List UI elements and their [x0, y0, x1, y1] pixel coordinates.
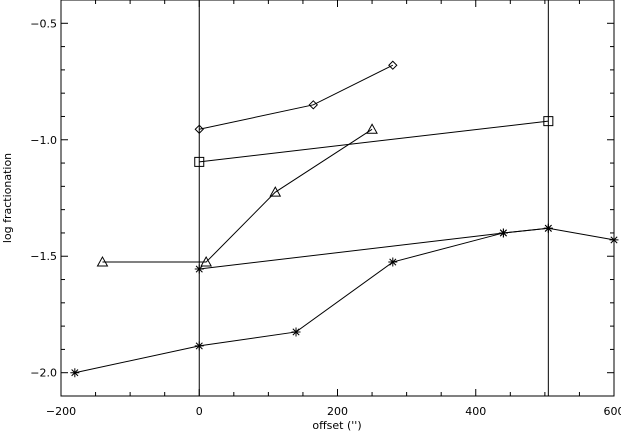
asterisk-marker: [498, 228, 508, 238]
series-line: [74, 227, 549, 374]
y-axis-title: log fractionation: [1, 153, 14, 243]
series-line: [199, 64, 394, 130]
square-marker: [543, 116, 554, 127]
asterisk-marker: [388, 257, 398, 267]
diamond-marker: [388, 60, 398, 70]
vertical-reference-lines: [198, 0, 549, 396]
diamond-marker: [308, 100, 319, 110]
asterisk-marker: [194, 264, 204, 274]
series-asterisk: [194, 223, 619, 274]
x-tick-label: 400: [465, 405, 486, 418]
triangle-marker: [96, 256, 109, 267]
asterisk-marker: [70, 368, 80, 378]
series-line: [199, 120, 549, 163]
triangle-marker: [200, 256, 213, 267]
x-tick-label: 200: [327, 405, 348, 418]
asterisk-marker: [291, 327, 301, 337]
y-tick-label: −1.5: [30, 250, 57, 263]
y-tick-label: −1.0: [30, 134, 57, 147]
asterisk-marker: [543, 223, 553, 233]
series-triangle: [96, 123, 378, 267]
square-marker: [194, 156, 205, 167]
series-diamond: [194, 60, 398, 134]
plot-frame: [60, 0, 615, 397]
x-tick-label: −200: [46, 405, 76, 418]
x-tick-label: 600: [604, 405, 621, 418]
y-tick-label: −0.5: [30, 17, 57, 30]
x-axis: −200 0 200 400 600: [46, 0, 621, 418]
series-asterisk: [70, 223, 553, 378]
series-line: [102, 128, 373, 263]
triangle-marker: [269, 186, 282, 197]
y-axis: −2.0 −1.5 −1.0 −0.5: [30, 0, 614, 397]
series-square: [194, 116, 554, 167]
x-tick-label: 0: [196, 405, 203, 418]
asterisk-marker: [609, 235, 619, 245]
diamond-marker: [194, 124, 204, 134]
data-series: [70, 60, 619, 378]
asterisk-marker: [194, 341, 204, 351]
y-tick-label: −2.0: [30, 367, 57, 380]
x-axis-title: offset (''): [312, 419, 361, 432]
series-line: [199, 227, 615, 270]
triangle-marker: [366, 123, 378, 134]
